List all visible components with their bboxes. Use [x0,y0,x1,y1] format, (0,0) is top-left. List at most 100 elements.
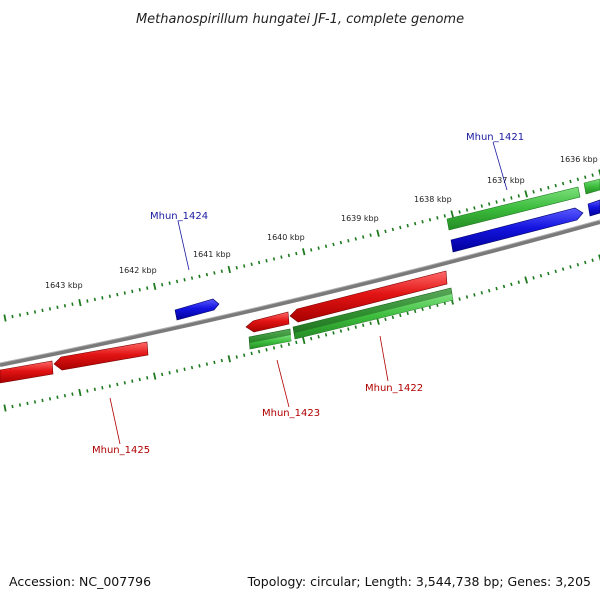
minor-tick [487,288,491,293]
minor-tick [108,384,111,388]
gene-label-mhun-1423[interactable]: Mhun_1423 [262,408,320,419]
minor-tick [539,187,543,192]
cds-mhun-1421[interactable] [450,207,584,253]
minor-tick [517,194,520,198]
minor-tick [517,280,520,284]
major-tick [376,317,380,325]
major-tick [598,169,600,177]
minor-tick [391,227,395,232]
gene-label-mhun-1424[interactable]: Mhun_1424 [150,211,208,222]
label-leader-lines [109,141,508,445]
kbp-label: 1638 kbp [414,195,452,204]
minor-tick [41,308,44,313]
gene-label-mhun-1422[interactable]: Mhun_1422 [365,383,423,394]
minor-tick [101,296,104,300]
minor-tick [354,325,357,329]
minor-tick [584,260,587,265]
minor-tick [554,269,557,274]
minor-tick [591,173,594,177]
minor-tick [421,219,424,224]
minor-tick [413,221,417,226]
minor-tick [243,353,246,357]
minor-tick [532,276,535,280]
minor-tick [510,196,513,200]
cds-mhun-1422[interactable] [289,270,448,323]
minor-tick [539,273,543,278]
kbp-label: 1641 kbp [193,250,231,259]
minor-tick [362,235,365,239]
minor-tick [576,262,580,267]
minor-tick [510,282,513,287]
minor-tick [406,311,409,316]
minor-tick [138,377,141,382]
cds-mhun-1423[interactable] [245,311,290,333]
minor-tick [161,372,164,377]
minor-tick [280,255,283,259]
minor-tick [48,397,52,401]
minor-tick [473,206,476,210]
minor-tick [495,286,498,291]
minor-tick [250,351,253,356]
minor-tick [287,342,291,346]
minor-tick [205,362,209,366]
minor-tick [131,289,134,294]
genome-backbone [0,220,600,367]
gene-feature[interactable] [583,178,600,195]
minor-tick [63,393,67,398]
cds-track-blue [174,199,600,321]
kbp-label: 1639 kbp [341,214,379,223]
minor-tick [250,262,253,266]
minor-tick [458,297,461,301]
major-tick [78,388,82,397]
minor-tick [41,398,44,403]
minor-tick [101,385,104,390]
major-tick [524,190,528,198]
minor-tick [339,240,343,245]
major-tick [153,372,157,380]
minor-tick [213,360,216,365]
minor-tick [183,367,186,372]
gene-feature[interactable] [250,335,291,349]
minor-tick [26,401,29,406]
cds-feature[interactable] [0,360,54,384]
minor-tick [317,246,320,250]
minor-tick [480,291,484,295]
minor-tick [161,283,164,287]
gene-labels: Mhun_1421 Mhun_1424 Mhun_1422 Mhun_1423 … [92,132,524,456]
map-title: Methanospirillum hungatei JF-1, complete… [136,12,464,27]
gene-label-mhun-1425[interactable]: Mhun_1425 [92,445,150,456]
cds-track-red [0,270,448,384]
minor-tick [220,358,223,363]
minor-tick [354,237,357,241]
minor-tick [235,266,238,270]
gene-feature[interactable] [295,294,453,339]
minor-tick [235,355,238,359]
minor-tick [116,382,119,387]
minor-tick [428,218,432,222]
minor-tick [86,389,89,393]
minor-tick [413,309,417,314]
gene-label-mhun-1421[interactable]: Mhun_1421 [466,132,524,143]
minor-tick [362,323,365,327]
minor-tick [324,244,328,249]
minor-tick [443,214,446,218]
gene-feature[interactable] [446,186,581,231]
cds-feature[interactable] [587,199,600,217]
minor-tick [131,379,134,383]
minor-tick [33,400,37,404]
minor-tick [123,291,126,295]
gene-track-lower [248,287,454,350]
minor-tick [26,311,29,316]
minor-tick [18,313,22,317]
outer-tick-track [3,169,600,322]
minor-tick [554,183,557,188]
cds-mhun-1425[interactable] [53,341,149,371]
minor-tick [473,293,476,297]
cds-mhun-1424[interactable] [174,298,220,321]
major-tick [153,282,157,291]
minor-tick [272,257,276,261]
minor-tick [547,185,550,190]
minor-tick [465,295,469,299]
major-tick [302,336,306,345]
